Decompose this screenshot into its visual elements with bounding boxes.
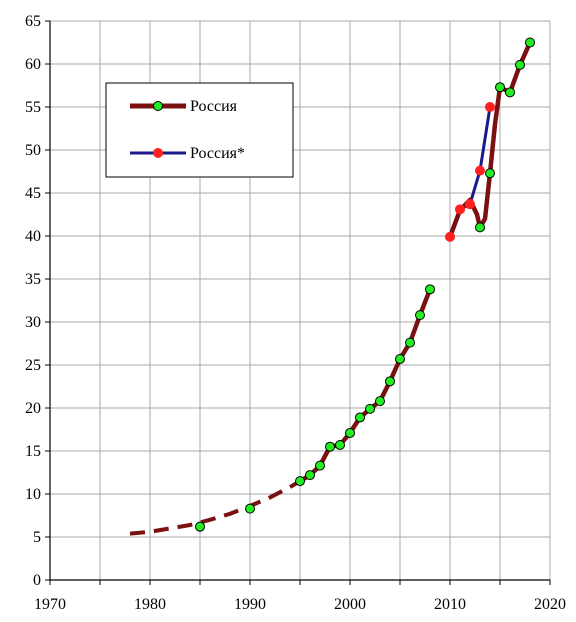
russia-point [395,353,405,364]
russia-point [305,470,315,481]
y-tick-label: 60 [25,56,41,73]
russia-fit-curve-dashed [129,479,302,536]
russia-star-point [465,199,475,210]
y-tick-label: 15 [25,443,41,460]
y-tick-label: 65 [25,13,41,30]
russia-point [515,59,525,70]
russia-point [245,503,255,514]
russia-point [505,87,515,98]
x-tick-label: 2000 [334,596,366,613]
russia-point [485,168,495,179]
y-tick-label: 0 [33,572,41,589]
x-tick-label: 1970 [34,596,66,613]
legend-russia-star-marker [153,148,163,158]
russia-point [195,521,205,532]
russia-point [295,476,305,487]
russia-star-point [485,102,495,112]
russia-point [355,412,365,423]
russia-point [345,427,355,438]
y-tick-label: 25 [25,357,41,374]
x-tick-label: 2010 [434,596,466,613]
y-tick-label: 5 [33,529,41,546]
legend-russia-star-label: Россия* [190,145,245,162]
russia-point [495,82,505,93]
series-layer [129,37,535,536]
russia-star-point [455,204,465,215]
x-tick-label: 1990 [234,596,266,613]
russia-point [375,396,385,407]
russia-point [365,403,375,414]
russia-point [325,441,335,452]
legend-russia-marker [153,101,163,111]
legend-box [105,82,294,178]
legend-russia-label: Россия [190,98,238,115]
russia-point [415,310,425,321]
tick-labels: 0 5 10 15 20 25 30 35 40 45 50 55 60 65 1970 1980 1990 20… [25,13,566,613]
russia-line-segment [297,287,433,484]
y-tick-label: 40 [25,228,41,245]
x-tick-label: 1980 [134,596,166,613]
y-tick-label: 20 [25,400,41,417]
russia-point [315,460,325,471]
y-tick-label: 35 [25,271,41,288]
russia-line-tail [497,40,533,95]
russia-point [335,439,345,450]
y-tick-label: 10 [25,486,41,503]
y-tick-label: 30 [25,314,41,331]
russia-point [525,37,535,48]
russia-point [385,376,395,387]
axes [45,20,551,585]
x-tick-label: 2020 [534,596,566,613]
russia-star-point [475,165,485,176]
y-tick-label: 55 [25,99,41,116]
y-tick-label: 50 [25,142,41,159]
legend: Россия Россия* [105,82,294,178]
y-tick-label: 45 [25,185,41,202]
russia-point [405,337,415,348]
russia-point [425,284,435,295]
russia-point [475,222,485,233]
russia-star-point [445,231,455,242]
